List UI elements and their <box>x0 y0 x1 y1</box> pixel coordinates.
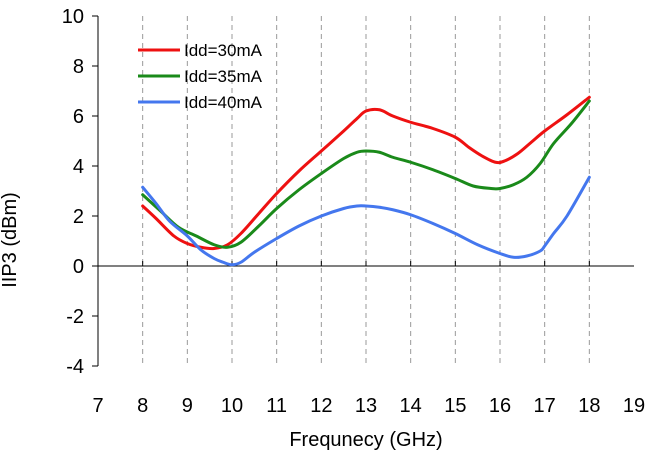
y-tick-label: 10 <box>62 6 84 28</box>
y-tick-label: 2 <box>73 206 84 228</box>
y-tick-label: -4 <box>66 356 84 378</box>
x-tick-label: 12 <box>310 395 332 417</box>
x-tick-label: 10 <box>221 395 243 417</box>
y-tick-label: 0 <box>73 256 84 278</box>
x-tick-label: 13 <box>355 395 377 417</box>
x-tick-label: 15 <box>444 395 466 417</box>
x-tick-label: 8 <box>137 395 148 417</box>
y-tick-label: 6 <box>73 106 84 128</box>
x-tick-label: 16 <box>489 395 511 417</box>
x-tick-label: 19 <box>623 395 645 417</box>
x-tick-label: 18 <box>578 395 600 417</box>
y-axis-label: IIP3 (dBm) <box>0 192 21 288</box>
y-tick-label: 4 <box>73 156 84 178</box>
y-tick-label: 8 <box>73 56 84 78</box>
legend-label-1: Idd=30mA <box>184 41 263 60</box>
legend-label-3: Idd=40mA <box>184 93 263 112</box>
x-tick-label: 17 <box>534 395 556 417</box>
x-tick-label: 9 <box>182 395 193 417</box>
y-tick-label: -2 <box>66 306 84 328</box>
x-tick-label: 14 <box>400 395 422 417</box>
axes-layer <box>92 16 634 366</box>
x-tick-label: 11 <box>266 395 287 417</box>
legend: Idd=30mA Idd=35mA Idd=40mA <box>138 41 263 112</box>
x-axis-label: Frequnecy (GHz) <box>289 429 442 451</box>
legend-label-2: Idd=35mA <box>184 67 263 86</box>
x-tick-label: 7 <box>92 395 103 417</box>
